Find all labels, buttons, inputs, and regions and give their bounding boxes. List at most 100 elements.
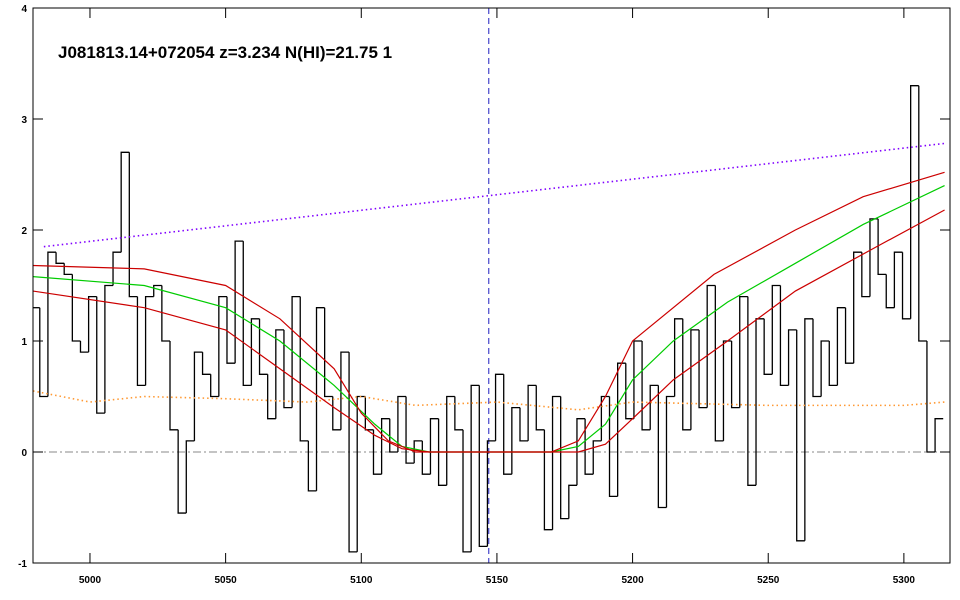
flux-bin [380, 418, 390, 475]
flux-bin [120, 151, 130, 253]
flux-bin [144, 295, 154, 386]
flux-bin [511, 406, 520, 475]
flux-bin [372, 429, 382, 475]
flux-bin [641, 341, 651, 431]
flux-bin [47, 251, 57, 397]
error [33, 390, 945, 411]
x-tick-label: 5200 [621, 575, 644, 586]
flux-bin [55, 252, 65, 264]
flux-bin [177, 429, 187, 514]
flux-bin [820, 340, 830, 397]
flux-bin [283, 329, 293, 409]
flux-bin [315, 307, 325, 491]
flux-bin [210, 374, 219, 398]
flux-bin [429, 418, 439, 475]
x-tick-label: 5050 [214, 575, 237, 586]
flux-bin [340, 351, 350, 430]
flux-bin [844, 307, 854, 364]
flux-bin [771, 284, 781, 375]
flux-bin [893, 251, 903, 308]
flux-bin [551, 395, 561, 530]
flux-bin [625, 363, 634, 420]
flux-bin [673, 318, 683, 397]
flux-bin [763, 318, 773, 375]
flux-bin [617, 362, 626, 497]
flux-bin [161, 285, 171, 342]
flux-bin [153, 284, 162, 297]
flux-bin [543, 429, 553, 531]
y-tick-label: 3 [21, 115, 27, 126]
flux-bin [714, 285, 724, 442]
flux-bin [706, 284, 716, 408]
flux-bin [730, 341, 740, 409]
flux-bin [79, 341, 89, 353]
flux-bin [267, 374, 276, 420]
y-tick-label: 2 [21, 226, 27, 237]
flux-bin [275, 329, 284, 419]
flux-bin [527, 384, 537, 441]
flux-bin [682, 318, 691, 431]
flux-bin [413, 440, 423, 464]
plot-area [33, 8, 950, 563]
flux-bin [71, 274, 81, 342]
flux-bin [918, 85, 927, 342]
flux-bin [128, 152, 138, 298]
flux-bin [332, 396, 341, 431]
flux-bin [356, 395, 366, 552]
flux-bin [804, 318, 813, 541]
flux-bin [836, 307, 846, 386]
y-tick-label: -1 [18, 559, 27, 570]
flux-bin [323, 307, 333, 398]
flux-bin [576, 418, 586, 486]
flux-bin [649, 384, 659, 430]
flux-bin [901, 252, 911, 320]
flux-bin [348, 352, 358, 553]
flux-bin [535, 385, 545, 431]
flux-bin [503, 374, 512, 475]
flux-bin [462, 429, 472, 553]
flux-bin [584, 418, 594, 475]
flux-bin [397, 395, 407, 452]
flux-bin [755, 318, 765, 486]
flux-bin [421, 440, 431, 475]
flux-bin [291, 295, 301, 408]
x-tick-label: 5250 [757, 575, 780, 586]
x-tick-label: 5000 [79, 575, 102, 586]
flux-bin [136, 296, 146, 387]
flux-bin [812, 318, 822, 398]
flux-bin [560, 396, 569, 520]
flux-bin [665, 395, 675, 508]
plot-frame [32, 7, 951, 564]
flux-bin [779, 285, 789, 387]
flux-bin [934, 418, 944, 452]
flux-bin [299, 296, 309, 442]
flux-bin [478, 385, 488, 547]
x-tick-label: 5300 [893, 575, 916, 586]
flux-bin [104, 284, 114, 414]
flux-bin [657, 385, 667, 509]
flux-bin [234, 240, 244, 364]
x-tick-label: 5150 [486, 575, 509, 586]
flux-bin [885, 274, 895, 309]
fit-lower [33, 209, 945, 453]
flux-bin [112, 251, 122, 286]
flux-bin [747, 296, 757, 486]
flux-bin [250, 318, 260, 386]
flux-bin [454, 396, 464, 431]
flux-bin [307, 440, 317, 492]
flux-bin [690, 329, 700, 430]
y-tick-label: 0 [21, 448, 27, 459]
flux-bin [39, 307, 48, 398]
y-tick-label: 4 [21, 4, 27, 15]
flux-bin [608, 396, 618, 498]
flux-bin [796, 329, 805, 542]
flux-bin [877, 218, 887, 276]
flux-bin [494, 373, 504, 441]
x-tick-label: 5100 [350, 575, 373, 586]
flux-bin [633, 340, 643, 419]
flux-bin [389, 418, 398, 453]
flux-bin [600, 395, 610, 441]
flux-bin [568, 484, 577, 519]
flux-bin [201, 352, 211, 375]
